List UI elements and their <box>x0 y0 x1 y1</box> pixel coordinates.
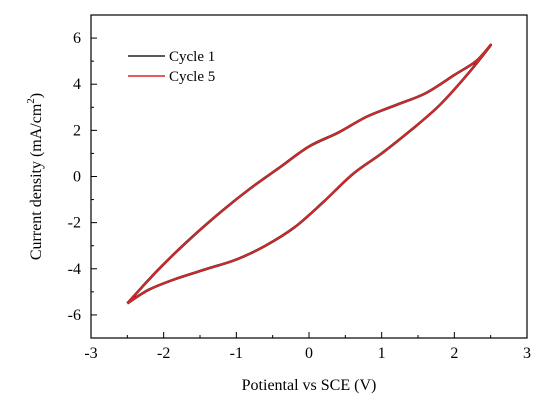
x-axis-title: Potiental vs SCE (V) <box>242 377 377 394</box>
y-axis-title-end: ) <box>28 93 45 98</box>
plot-area <box>90 14 528 339</box>
y-tick-label: 4 <box>73 76 81 93</box>
y-tick-label: 6 <box>73 30 81 47</box>
ticks-layer: -3 -2 -1 0 1 2 3 -6 -4 -2 0 2 4 6 <box>68 14 531 362</box>
x-tick-label: -2 <box>157 345 170 362</box>
y-axis-title: Current density (mA/cm2) <box>25 93 45 260</box>
x-tick-label: 3 <box>523 345 531 362</box>
y-tick-label: 2 <box>73 122 81 139</box>
y-tick-label: -6 <box>68 307 81 324</box>
x-tick-label: 2 <box>450 345 458 362</box>
legend-label-cycle-1: Cycle 1 <box>169 49 215 65</box>
plot-frame <box>90 14 528 339</box>
y-tick-label: -4 <box>68 261 81 278</box>
x-tick-label: 0 <box>305 345 313 362</box>
y-tick-label: 0 <box>73 169 81 186</box>
series-layer <box>126 43 493 305</box>
y-axis-title-sup: 2 <box>25 98 37 104</box>
series-cycle-5-line <box>126 43 492 305</box>
x-tick-label: 1 <box>378 345 386 362</box>
legend-label-cycle-5: Cycle 5 <box>169 69 215 85</box>
x-tick-label: -3 <box>84 345 97 362</box>
x-tick-label: -1 <box>230 345 243 362</box>
y-axis-title-main: Current density (mA/cm <box>28 103 45 260</box>
legend: Cycle 1 Cycle 5 <box>128 49 215 85</box>
y-tick-label: -2 <box>68 215 81 232</box>
